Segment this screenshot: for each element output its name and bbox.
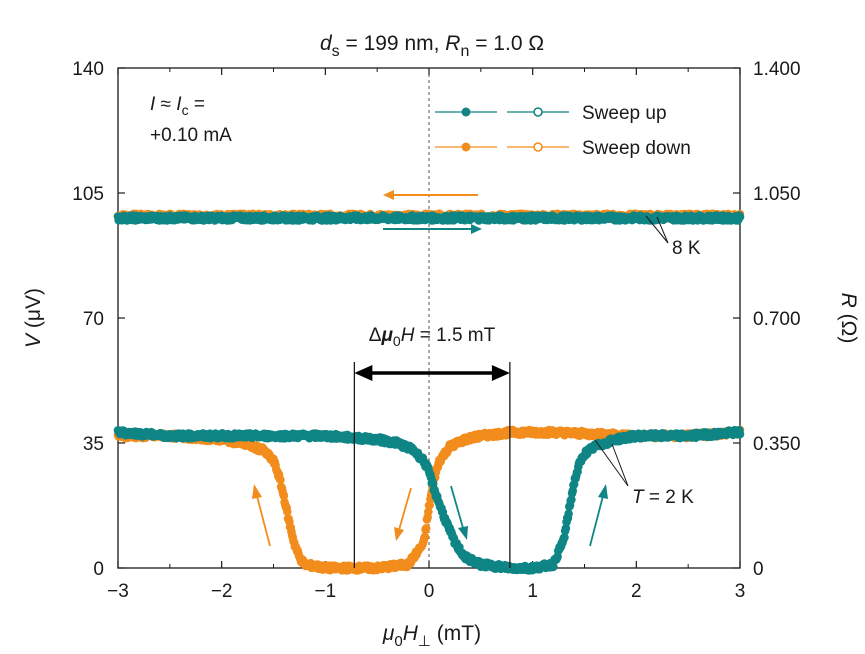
label-2k-sym: T	[632, 487, 645, 508]
arrowhead-8k-down	[383, 190, 394, 200]
x-h: H	[403, 622, 419, 645]
y-axis-label-right: R (Ω)	[837, 293, 860, 344]
leader-2k-a	[594, 439, 629, 487]
note-ic: I	[176, 94, 182, 115]
leader-8k-b	[656, 216, 669, 244]
data-point	[567, 495, 576, 504]
legend-up-label: Sweep up	[582, 103, 667, 124]
arrow-2k-up-mid	[450, 485, 464, 529]
y-tick-label: 0	[93, 559, 104, 580]
delta-arrowhead-left	[354, 365, 373, 381]
arrow-2k-up-right	[589, 495, 604, 547]
delta-bracket	[353, 362, 511, 568]
y-axis-label-left: V (μV)	[22, 288, 45, 348]
x-tick-label: −1	[314, 581, 336, 602]
ticks-layer: −3 −2 −1 0 1 2 30357010514000.3500.7001.0501.4…	[72, 59, 800, 602]
y2-tick-label: 0.700	[753, 309, 801, 330]
delta-label: Δμ0H = 1.5 mT	[369, 325, 496, 349]
x-h-sub: ⊥	[418, 633, 431, 650]
data-point	[564, 509, 573, 519]
y-left-unit: (μV)	[22, 288, 45, 334]
y-tick-label: 70	[83, 309, 104, 330]
x-tick-label: 2	[631, 581, 642, 602]
legend: Sweep up Sweep down	[435, 103, 691, 159]
note-ic-sub: c	[182, 102, 189, 118]
data-point	[735, 429, 745, 439]
data-point	[735, 212, 745, 222]
data-point	[560, 533, 569, 542]
title-rn-sub: n	[460, 43, 469, 60]
data-point	[279, 491, 289, 501]
data-point	[283, 507, 292, 516]
arrowhead-2k-down-left	[252, 484, 262, 499]
delta-h: H	[401, 325, 415, 346]
legend-down-marker-open	[533, 142, 543, 152]
title-rn-value: = 1.0 Ω	[469, 32, 544, 55]
delta-arrowhead-right	[491, 365, 510, 381]
data-point	[421, 523, 431, 533]
y2-tick-label: 0	[753, 559, 764, 580]
y-tick-label: 35	[83, 434, 104, 455]
legend-down-marker-filled	[461, 142, 471, 152]
series-2-k-sweep-up	[113, 425, 745, 575]
arrow-2k-down-mid	[398, 487, 412, 531]
title-ds-symbol: d	[320, 32, 333, 55]
y-right-unit: (Ω)	[837, 308, 860, 344]
delta-symbol: Δ	[369, 325, 382, 346]
x-mu-sub: 0	[394, 633, 402, 650]
label-2k: T = 2 K	[632, 487, 694, 508]
leader-2k-b	[611, 443, 629, 487]
x-tick-label: 1	[527, 581, 538, 602]
note-i: I	[150, 94, 156, 115]
x-tick-label: −2	[211, 581, 233, 602]
x-tick-label: −3	[107, 581, 129, 602]
label-2k-value: = 2 K	[644, 487, 694, 508]
arrowhead-2k-up-right	[598, 484, 608, 499]
x-axis-label: μ0H⊥ (mT)	[382, 622, 481, 650]
y-right-symbol: R	[837, 293, 860, 308]
current-note-line1: I ≈ Ic =	[150, 94, 205, 118]
note-eq: =	[189, 94, 205, 115]
label-8k: 8 K	[672, 238, 701, 259]
y-tick-label: 140	[72, 59, 104, 80]
series-layer	[113, 209, 745, 575]
data-point	[424, 507, 433, 517]
delta-mu: μ	[380, 325, 393, 346]
delta-value: = 1.5 mT	[414, 325, 495, 346]
x-unit: (mT)	[431, 622, 481, 645]
arrow-2k-down-left	[256, 495, 271, 547]
legend-up-marker-filled	[461, 107, 471, 117]
x-tick-label: 0	[424, 581, 435, 602]
current-note-line2: +0.10 mA	[150, 125, 232, 146]
y2-tick-label: 1.400	[753, 59, 801, 80]
chart-title: ds = 199 nm, Rn = 1.0 Ω	[320, 32, 544, 60]
data-point	[420, 532, 430, 542]
y2-tick-label: 1.050	[753, 184, 801, 205]
title-ds-sub: s	[332, 43, 340, 60]
x-tick-label: 3	[735, 581, 746, 602]
legend-down-label: Sweep down	[582, 138, 691, 159]
title-rn-symbol: R	[445, 32, 460, 55]
title-ds-value: = 199 nm,	[340, 32, 446, 55]
leader-8k-a	[645, 215, 669, 244]
series-8-k-sweep-up	[113, 211, 745, 225]
data-point	[561, 524, 571, 533]
arrowhead-2k-down-mid	[394, 527, 404, 541]
x-mu: μ	[382, 622, 395, 645]
y2-tick-label: 0.350	[753, 434, 801, 455]
data-point	[276, 475, 285, 485]
arrowhead-2k-up-mid	[458, 526, 468, 540]
delta-mu-sub: 0	[393, 333, 401, 349]
y-left-symbol: V	[22, 332, 45, 348]
y-tick-label: 105	[72, 184, 104, 205]
legend-up-marker-open	[533, 107, 543, 117]
arrowhead-8k-up	[471, 224, 482, 234]
note-approx: ≈	[155, 94, 176, 115]
